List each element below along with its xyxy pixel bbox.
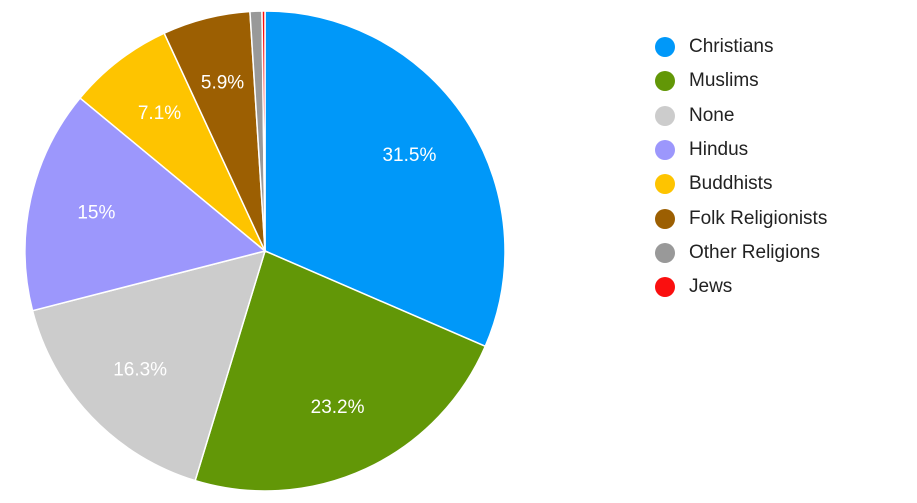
legend-swatch: [655, 242, 675, 263]
legend-swatch: [655, 105, 675, 126]
legend-label: Muslims: [689, 70, 759, 92]
legend-item-muslims: Muslims: [655, 64, 827, 98]
legend-label: None: [689, 104, 735, 126]
legend-swatch: [655, 208, 675, 229]
legend-swatch: [655, 140, 675, 161]
pie-slice-none: [31, 249, 267, 482]
legend-label: Christians: [689, 36, 774, 58]
legend-label: Jews: [689, 276, 733, 298]
legend-item-none: None: [655, 99, 827, 133]
slice-label-hindus: 15%: [77, 202, 115, 223]
legend-item-hindus: Hindus: [655, 133, 827, 167]
pie-slice-muslims: [194, 249, 487, 492]
legend-label: Folk Religionists: [689, 207, 828, 229]
slice-label-muslims: 23.2%: [311, 397, 365, 418]
pie-slice-hindus: [24, 96, 267, 312]
legend-item-other-religions: Other Religions: [655, 236, 827, 270]
legend: Christians Muslims None Hindus Buddhists Folk…: [655, 30, 827, 304]
legend-label: Buddhists: [689, 173, 773, 195]
pie-slice-buddhists: [79, 32, 266, 252]
pie-slice-jews: [261, 10, 266, 252]
slice-label-buddhists: 7.1%: [138, 103, 181, 124]
legend-item-jews: Jews: [655, 270, 827, 304]
legend-swatch: [655, 37, 675, 58]
legend-item-folk-religionists: Folk Religionists: [655, 201, 827, 235]
legend-label: Other Religions: [689, 241, 820, 263]
slice-label-christians: 31.5%: [382, 145, 436, 166]
slice-label-none: 16.3%: [113, 359, 167, 380]
legend-label: Hindus: [689, 139, 749, 161]
legend-item-christians: Christians: [655, 30, 827, 64]
legend-swatch: [655, 277, 675, 298]
slice-label-folk-religionists: 5.9%: [201, 73, 244, 94]
legend-item-buddhists: Buddhists: [655, 167, 827, 201]
legend-swatch: [655, 71, 675, 92]
pie-slice-christians: [264, 10, 506, 348]
legend-swatch: [655, 174, 675, 195]
